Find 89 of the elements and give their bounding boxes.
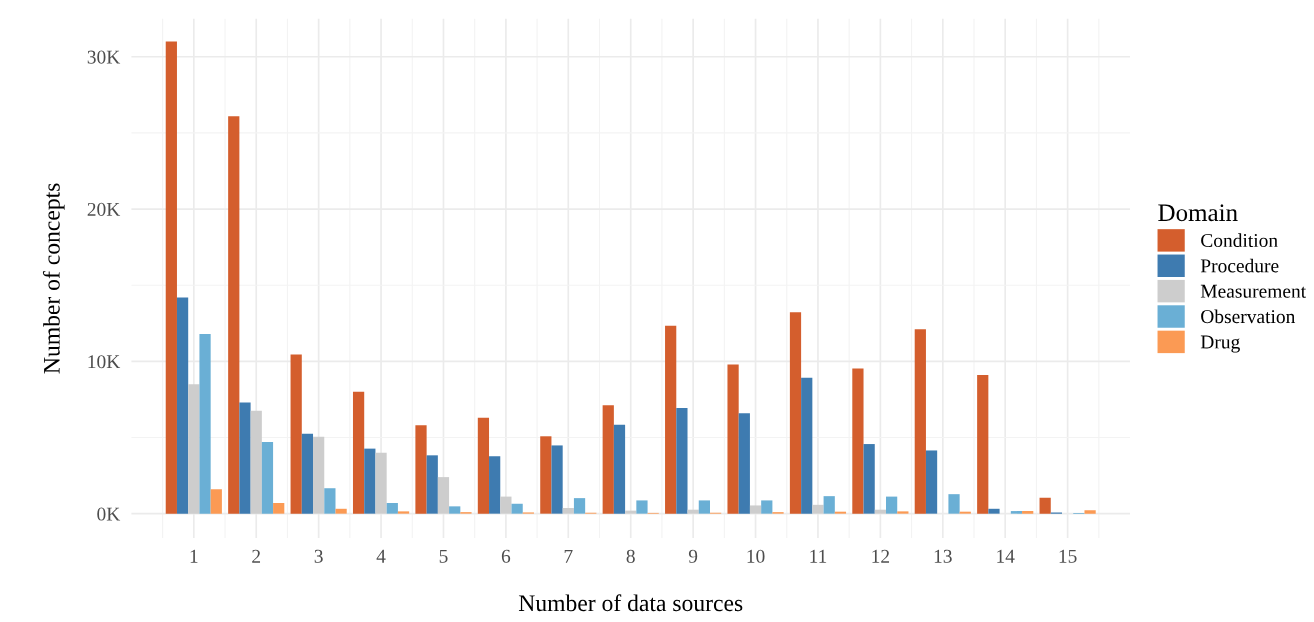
bar [977,375,989,514]
bar [188,384,200,514]
bar [852,368,864,514]
x-axis-title: Number of data sources [518,594,743,612]
bar [823,496,835,514]
bar [613,424,626,514]
x-tick-label: 9 [688,549,698,563]
bar [738,413,750,514]
x-tick-label: 5 [439,549,448,563]
bar [540,436,552,514]
legend-label: Observation [1201,309,1296,324]
bar [562,508,574,514]
bar [1039,497,1051,514]
y-tick-label: 20K [87,202,121,216]
y-tick-label: 30K [87,50,121,64]
bar [176,297,189,514]
bar [925,450,938,514]
x-tick-label: 6 [501,549,511,563]
bar [397,511,410,514]
y-axis-title: Number of concepts [42,183,65,374]
bar [874,509,886,514]
bar [914,329,926,514]
x-tick-label: 10 [747,549,765,563]
bar [573,498,586,514]
legend-title: Domain [1158,204,1238,222]
bar [687,509,699,514]
bar [698,500,710,514]
bar [335,508,347,514]
bar [789,312,802,514]
bar [273,503,285,514]
bar [948,494,960,514]
x-tick-label: 13 [934,549,952,563]
bar [364,448,376,514]
x-tick-label: 3 [314,549,323,563]
bar [636,500,648,514]
bar [386,503,398,514]
bar [511,503,523,514]
x-tick-label: 4 [376,549,386,563]
bar [165,41,177,514]
x-tick-label: 15 [1059,549,1077,563]
bar [863,444,875,514]
bar [500,496,512,514]
bar [761,500,773,514]
bar [239,402,251,514]
legend-label: Measurement [1200,284,1307,298]
bar [1084,510,1096,514]
bar [449,506,461,514]
bar [415,425,427,514]
bar [489,456,501,514]
bar [199,333,211,514]
x-tick-label: 7 [564,549,573,563]
bar [324,488,336,514]
bar [602,405,614,514]
bar [886,496,898,514]
bar [228,116,240,514]
x-tick-label: 1 [190,549,198,563]
x-tick-label: 11 [810,549,827,563]
bar [665,325,677,514]
x-tick-label: 2 [252,549,261,563]
y-tick-label: 0K [97,507,121,521]
bar [1010,511,1023,514]
bar [250,410,262,514]
bar [352,391,365,514]
bar [625,510,637,514]
bar [301,433,314,514]
legend-label: Condition [1201,233,1278,248]
bar [477,417,490,514]
bar [290,354,302,514]
y-tick-label: 10K [88,355,121,369]
bar [676,408,688,514]
bar [375,452,387,514]
legend-label: Drug [1200,335,1240,353]
legend-label: Procedure [1200,258,1279,273]
bar [988,508,1000,514]
bar [1022,511,1034,514]
bar [801,377,813,514]
x-tick-label: 8 [626,549,635,563]
bar [210,489,222,514]
bar [426,455,438,514]
bar [313,436,325,514]
x-tick-label: 14 [997,549,1015,563]
x-tick-label: 12 [872,549,890,563]
bar [261,442,274,514]
bar [437,477,450,514]
bar [897,511,909,514]
bar [727,364,739,514]
bar [551,445,563,514]
bar [812,504,824,514]
bar [749,505,762,514]
